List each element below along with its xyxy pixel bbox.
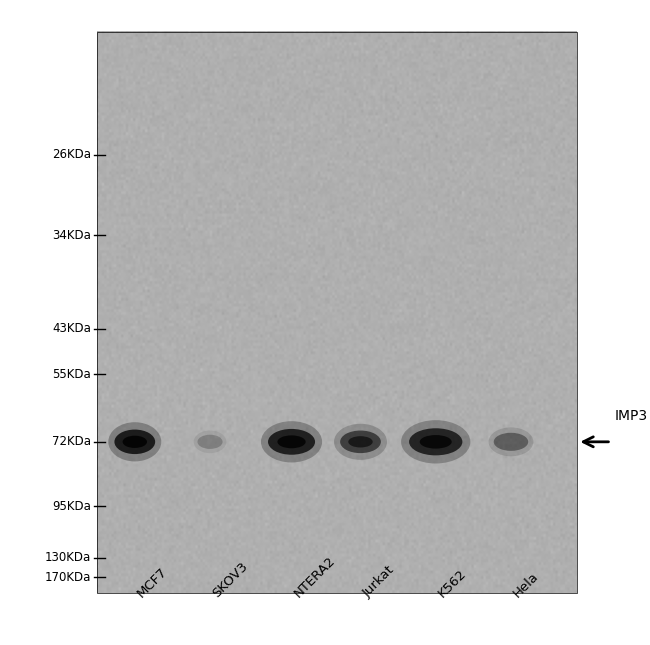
Text: 43KDa: 43KDa: [52, 322, 91, 335]
Ellipse shape: [123, 436, 147, 448]
Text: 95KDa: 95KDa: [52, 500, 91, 513]
Text: MCF7: MCF7: [135, 565, 170, 600]
Bar: [98, 32, 577, 593]
Text: Hela: Hela: [511, 570, 541, 600]
Bar: [98, 32, 577, 593]
Text: K562: K562: [436, 566, 469, 600]
Text: 26KDa: 26KDa: [52, 148, 91, 161]
Text: 170KDa: 170KDa: [45, 571, 91, 584]
Text: 55KDa: 55KDa: [52, 368, 91, 381]
Text: SKOV3: SKOV3: [210, 559, 250, 600]
Text: IMP3: IMP3: [614, 409, 647, 423]
Ellipse shape: [409, 428, 462, 455]
Ellipse shape: [109, 422, 161, 461]
Ellipse shape: [278, 435, 306, 448]
Ellipse shape: [334, 424, 387, 460]
Ellipse shape: [261, 421, 322, 462]
Text: NTERA2: NTERA2: [292, 553, 338, 600]
Ellipse shape: [401, 420, 471, 464]
Ellipse shape: [114, 430, 155, 454]
Text: 130KDa: 130KDa: [45, 551, 91, 564]
Ellipse shape: [268, 429, 315, 455]
Ellipse shape: [194, 430, 226, 453]
Ellipse shape: [340, 431, 381, 453]
Ellipse shape: [494, 433, 528, 451]
Text: 34KDa: 34KDa: [52, 229, 91, 242]
Ellipse shape: [348, 436, 372, 448]
Ellipse shape: [198, 435, 222, 449]
Ellipse shape: [420, 435, 452, 449]
Ellipse shape: [489, 428, 534, 456]
Text: Jurkat: Jurkat: [361, 563, 397, 600]
Text: 72KDa: 72KDa: [52, 435, 91, 448]
